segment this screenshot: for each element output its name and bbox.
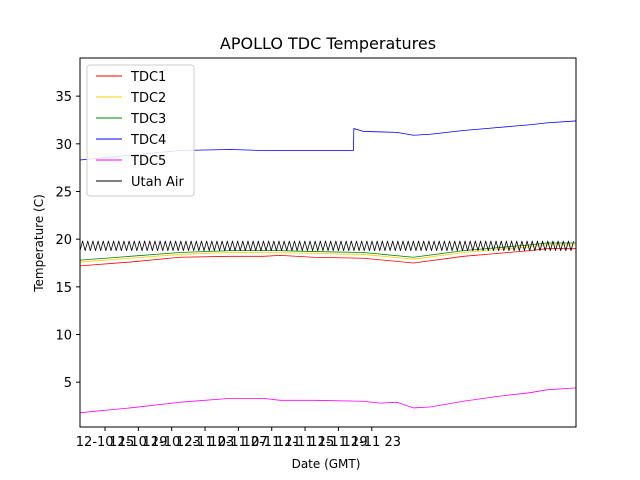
- series-line-tdc4: [79, 120, 577, 161]
- x-tick-label-2: 12-10 23: [142, 435, 200, 450]
- series-line-tdc1: [79, 248, 576, 267]
- x-tick-label-0: 12-10 15: [76, 435, 134, 450]
- y-tick-label-5: 30: [55, 138, 72, 153]
- x-tick-label-1: 12-10 19: [109, 435, 167, 450]
- y-tick-label-1: 10: [55, 329, 72, 344]
- chart-title: APOLLO TDC Temperatures: [220, 34, 436, 53]
- plot-frame: [79, 57, 577, 428]
- x-tick-label-7: 12-11 19: [309, 435, 367, 450]
- legend-label-tdc1: TDC1: [130, 70, 166, 85]
- series-line-utah-air: [79, 240, 574, 252]
- y-tick-label-3: 20: [55, 233, 72, 248]
- legend-label-tdc2: TDC2: [130, 91, 166, 106]
- legend-label-utah-air: Utah Air: [131, 175, 184, 190]
- legend-box: [86, 64, 195, 197]
- y-tick-label-4: 25: [55, 185, 72, 200]
- x-tick-label-3: 12-11 03: [176, 435, 234, 450]
- series-line-tdc3: [79, 242, 576, 261]
- y-tick-label-6: 35: [55, 90, 72, 105]
- legend: TDC1 TDC2 TDC3 TDC4 TDC5 Utah Air: [86, 64, 195, 197]
- series-layer: [79, 120, 577, 414]
- legend-label-tdc4: TDC4: [130, 133, 166, 148]
- y-axis: 5 10 15 20 25 30 35: [55, 90, 80, 391]
- x-tick-label-6: 12-11 15: [276, 435, 334, 450]
- y-axis-label: Temperature (C): [32, 194, 46, 293]
- x-axis-label: Date (GMT): [292, 457, 361, 471]
- x-tick-label-4: 12-11 07: [209, 435, 267, 450]
- x-tick-label-5: 12-11 11: [243, 435, 301, 450]
- y-tick-label-0: 5: [64, 376, 72, 391]
- series-line-tdc5: [79, 387, 577, 414]
- series-line-tdc2: [79, 244, 576, 263]
- y-tick-label-2: 15: [55, 281, 72, 296]
- x-tick-label-8: 12-11 23: [343, 435, 401, 450]
- legend-label-tdc3: TDC3: [130, 112, 166, 127]
- legend-label-tdc5: TDC5: [130, 154, 166, 169]
